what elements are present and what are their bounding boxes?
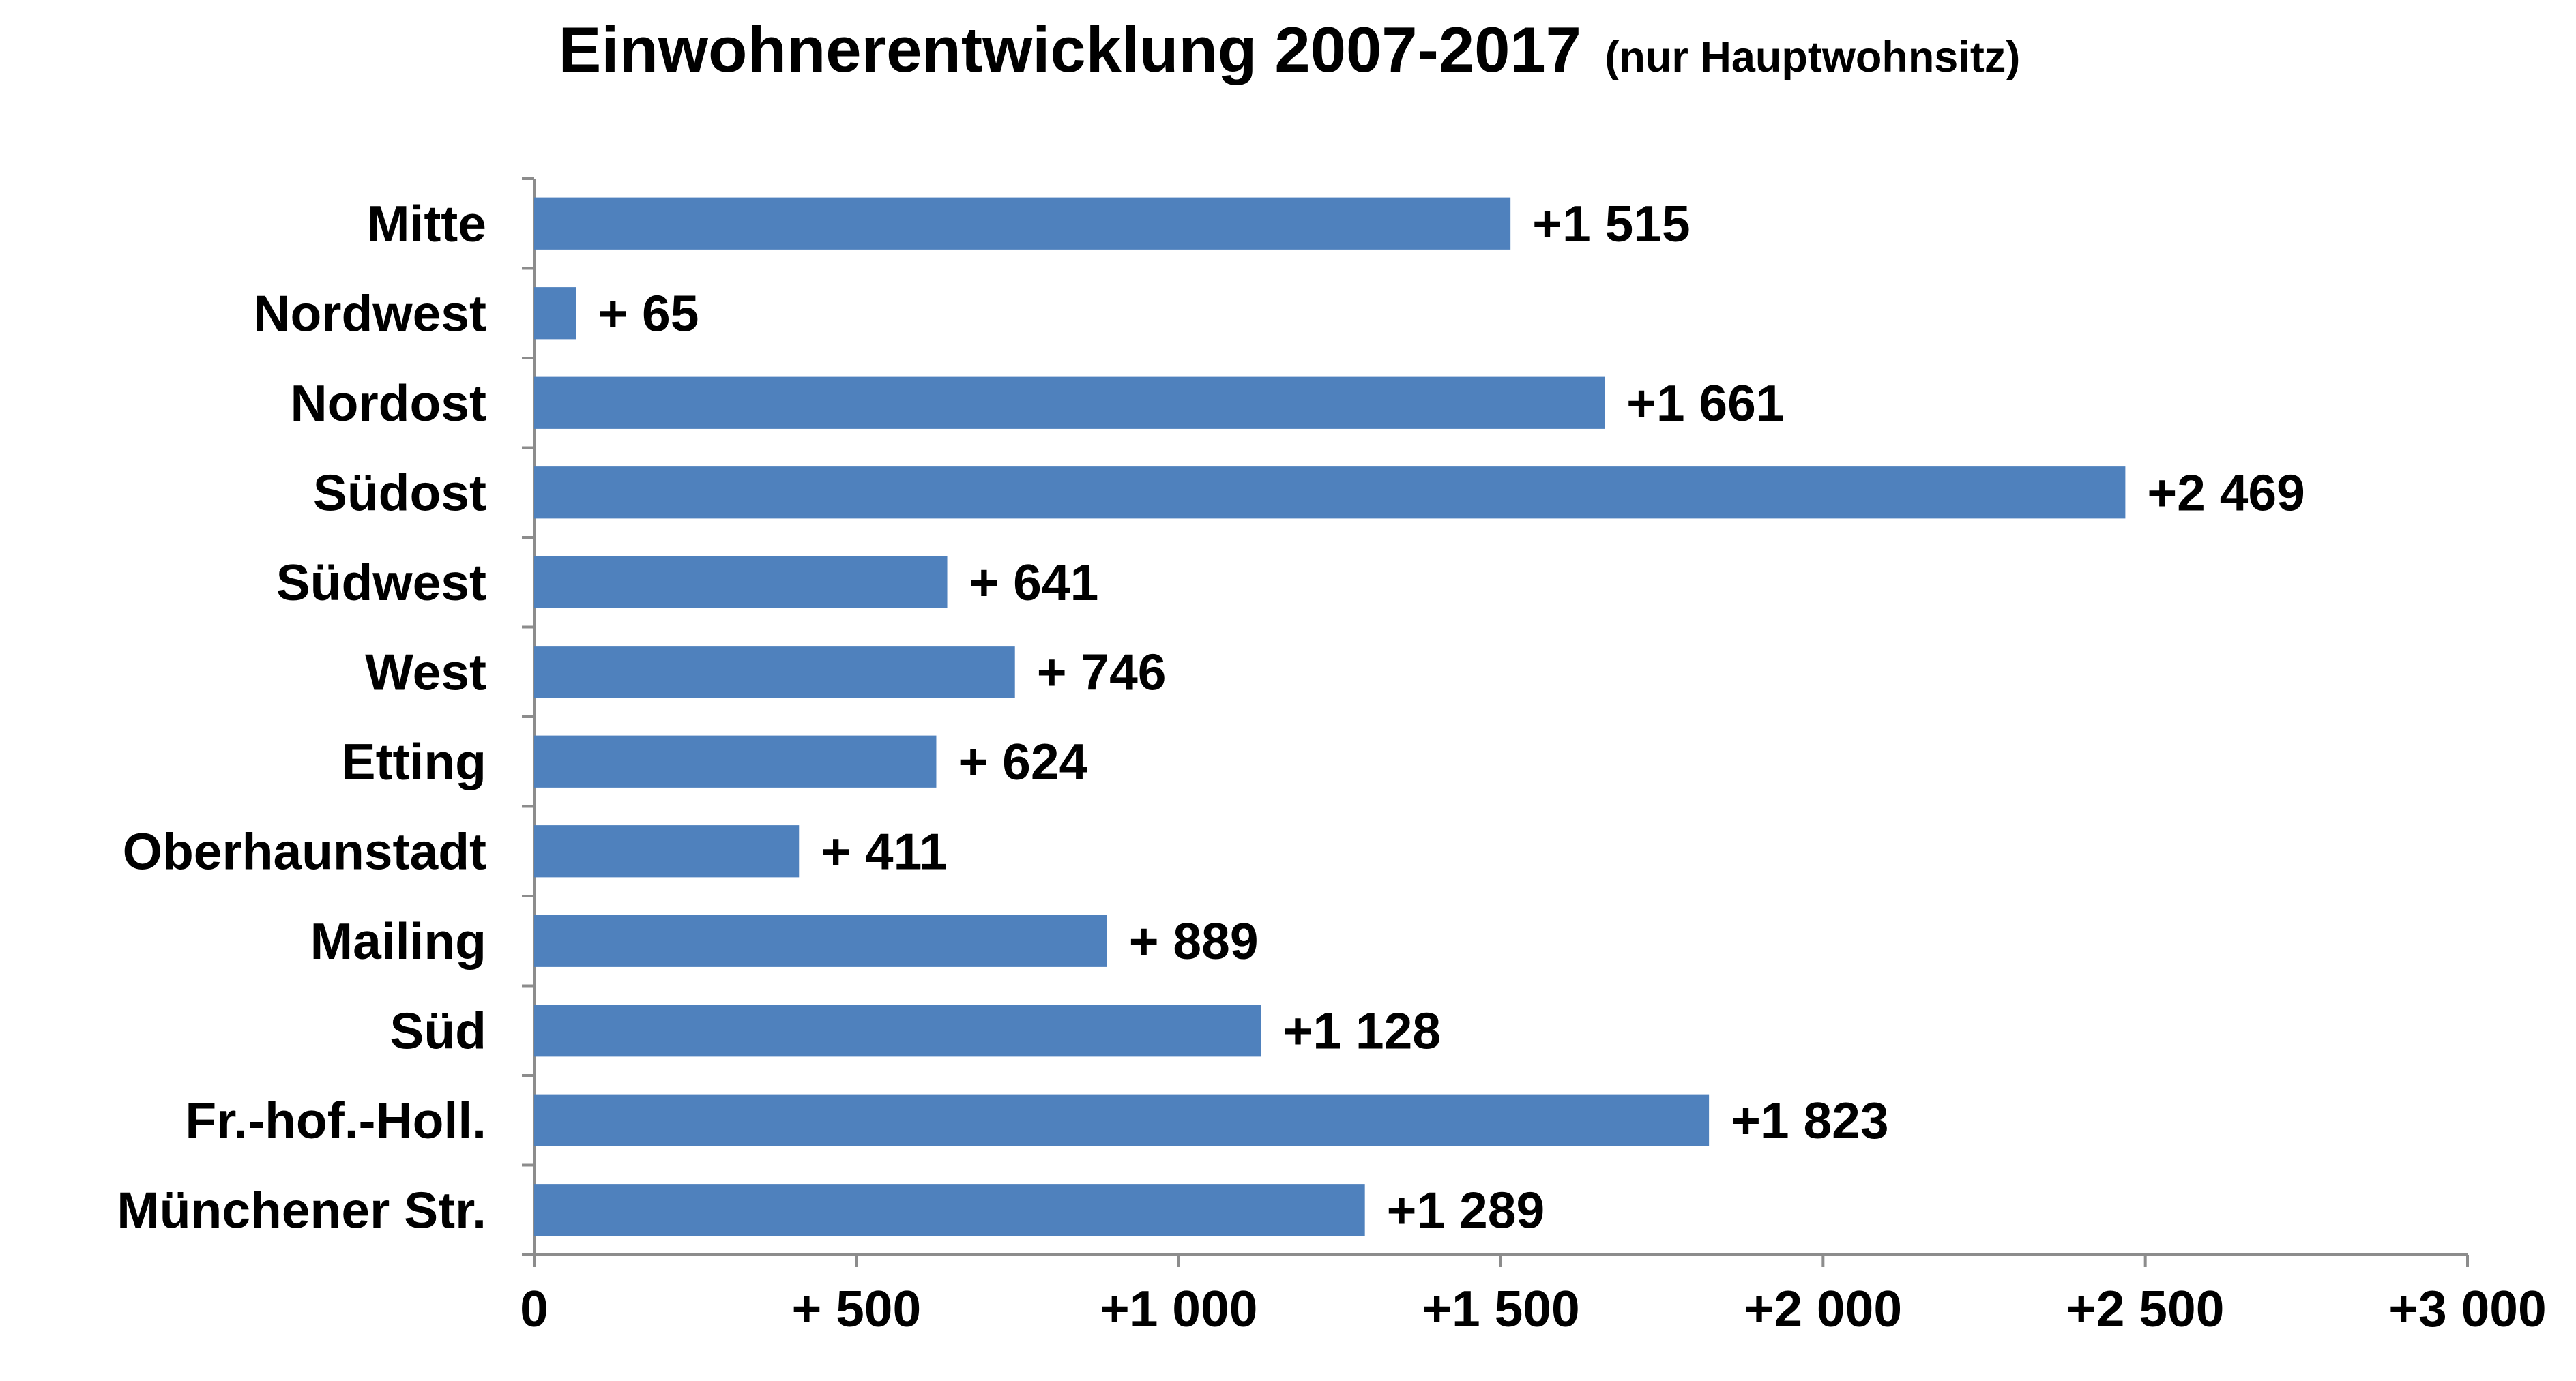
category-label: Südwest [276,554,486,611]
x-tick-label: + 500 [791,1280,921,1337]
data-label: +1 128 [1283,1002,1441,1059]
category-label: Fr.-hof.-Holl. [185,1092,486,1149]
category-label: Oberhaunstadt [123,822,486,880]
chart-title: Einwohnerentwicklung 2007-2017 (nur Haup… [559,14,2021,85]
data-label: +1 823 [1731,1092,1888,1149]
chart-title-main: Einwohnerentwicklung 2007-2017 [559,14,1581,85]
x-tick-label: +2 500 [2066,1280,2224,1337]
plot-area: 0 + 500 +1 000 +1 500 +2 000 +2 500 +3 000 Mitt… [117,177,2547,1337]
bar [534,556,948,608]
data-label: + 624 [958,733,1087,790]
bar [534,1184,1365,1236]
data-label: +1 289 [1387,1181,1545,1238]
category-label: Süd [390,1002,486,1059]
bar [534,1094,1710,1146]
bar [534,915,1107,967]
category-label: West [365,643,486,700]
bar [534,287,576,340]
category-label: Münchener Str. [117,1181,486,1238]
category-label: Mailing [310,912,486,970]
bar [534,197,1511,250]
data-label: + 889 [1129,912,1259,970]
category-label: Nordwest [253,284,486,342]
category-label: Nordost [291,374,487,432]
data-label: + 746 [1037,643,1167,700]
data-label: +2 469 [2147,464,2304,521]
category-label: Etting [342,733,486,790]
bar [534,735,937,788]
data-label: + 411 [821,822,948,880]
data-label: +1 515 [1532,195,1690,252]
x-tick-label: +3 000 [2388,1280,2546,1337]
category-label: Mitte [367,195,486,252]
bar [534,825,800,878]
category-label: Südost [313,464,486,521]
x-tick-label: +1 500 [1422,1280,1579,1337]
chart-subtitle: (nur Hauptwohnsitz) [1605,33,2020,81]
bar [534,466,2126,519]
data-label: +1 661 [1626,374,1784,432]
bar [534,1005,1261,1057]
x-tick-label: +2 000 [1744,1280,1902,1337]
data-label: + 641 [969,554,1099,611]
bar [534,376,1605,429]
data-label: + 65 [598,284,699,342]
x-tick-label: +1 000 [1100,1280,1257,1337]
bar [534,646,1015,698]
x-tick-label: 0 [520,1280,548,1337]
